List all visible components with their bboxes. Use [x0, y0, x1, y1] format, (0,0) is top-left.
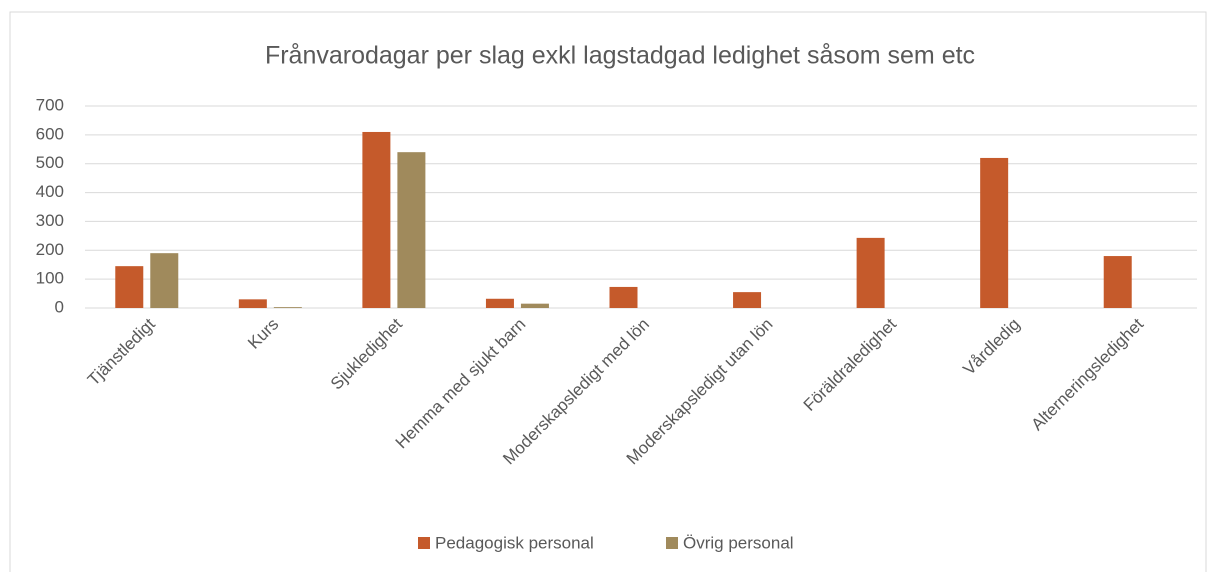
legend-label: Övrig personal: [683, 533, 794, 552]
legend-swatch: [418, 537, 430, 549]
bar: [609, 286, 638, 308]
bar: [733, 292, 762, 308]
bar: [520, 303, 549, 308]
bar: [397, 152, 426, 308]
bar: [115, 266, 144, 308]
y-tick-label: 500: [36, 153, 64, 172]
y-tick-label: 700: [36, 95, 64, 114]
bar: [485, 298, 514, 308]
y-tick-label: 0: [55, 297, 64, 316]
y-tick-label: 600: [36, 124, 64, 143]
y-tick-label: 400: [36, 182, 64, 201]
bar: [150, 253, 179, 308]
bar: [1103, 256, 1132, 308]
legend-swatch: [666, 537, 678, 549]
bar: [856, 237, 885, 308]
bar: [980, 157, 1009, 308]
y-tick-label: 100: [36, 269, 64, 288]
y-tick-label: 300: [36, 211, 64, 230]
chart-title: Frånvarodagar per slag exkl lagstadgad l…: [265, 42, 975, 70]
bar: [238, 299, 267, 308]
bar: [362, 131, 391, 308]
y-tick-label: 200: [36, 240, 64, 259]
legend-label: Pedagogisk personal: [435, 533, 594, 552]
chart-border: [9, 11, 1207, 577]
bar: [273, 307, 302, 308]
